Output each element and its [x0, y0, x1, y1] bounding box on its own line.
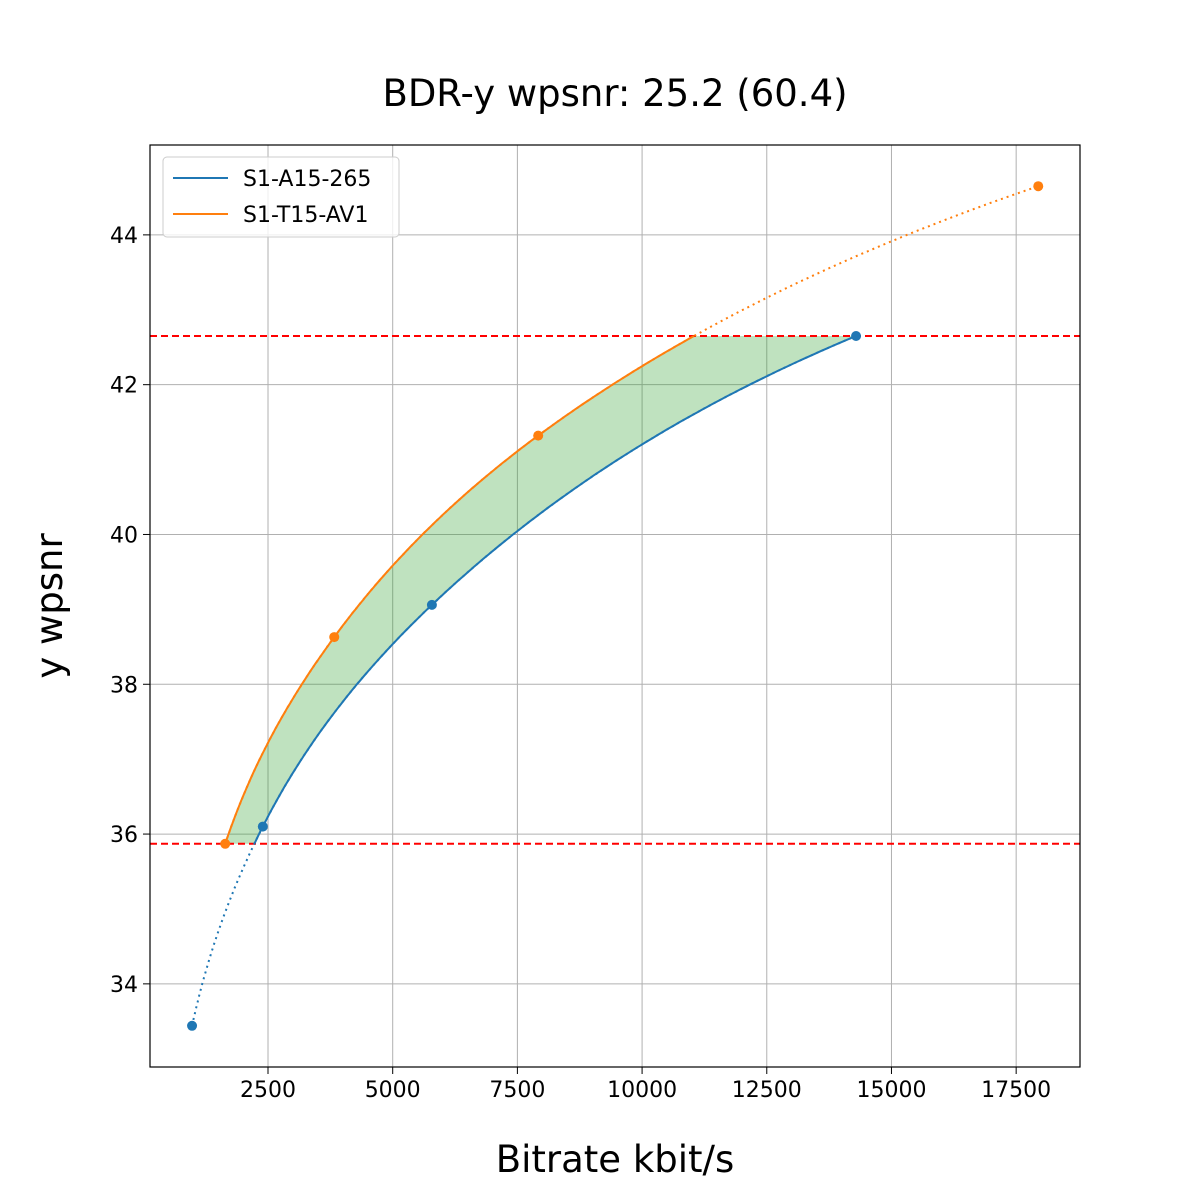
series-dotted-line	[224, 185, 1039, 845]
y-tick-label: 36	[110, 823, 138, 848]
series-line	[224, 335, 695, 845]
x-tick-label: 12500	[732, 1078, 802, 1103]
series-line	[253, 335, 857, 845]
bdr-fill-area	[225, 336, 857, 844]
x-axis-label: Bitrate kbit/s	[496, 1138, 735, 1181]
y-tick-label: 44	[110, 224, 138, 249]
y-tick-label: 34	[110, 973, 138, 998]
data-point	[257, 821, 268, 832]
x-tick-label: 17500	[981, 1078, 1051, 1103]
data-point	[851, 330, 862, 341]
plot-frame	[149, 144, 1081, 1068]
x-tick-label: 2500	[240, 1078, 296, 1103]
data-point	[220, 838, 231, 849]
y-tick-label: 38	[110, 673, 138, 698]
y-tick-label: 40	[110, 523, 138, 548]
data-point	[426, 599, 437, 610]
legend-label: S1-T15-AV1	[243, 203, 368, 228]
x-tick-label: 10000	[607, 1078, 677, 1103]
x-tick-label: 5000	[365, 1078, 421, 1103]
y-axis-label: y wpsnr	[28, 533, 71, 679]
data-point	[187, 1020, 198, 1031]
data-point	[329, 632, 340, 643]
x-tick-label: 15000	[856, 1078, 926, 1103]
data-point	[533, 430, 544, 441]
data-point	[1033, 181, 1044, 192]
y-tick-label: 42	[110, 374, 138, 399]
series-dotted-line	[191, 335, 857, 1027]
chart-title: BDR-y wpsnr: 25.2 (60.4)	[382, 72, 847, 115]
x-tick-label: 7500	[489, 1078, 545, 1103]
legend: S1-A15-265 S1-T15-AV1	[162, 156, 400, 238]
legend-label: S1-A15-265	[243, 167, 371, 192]
